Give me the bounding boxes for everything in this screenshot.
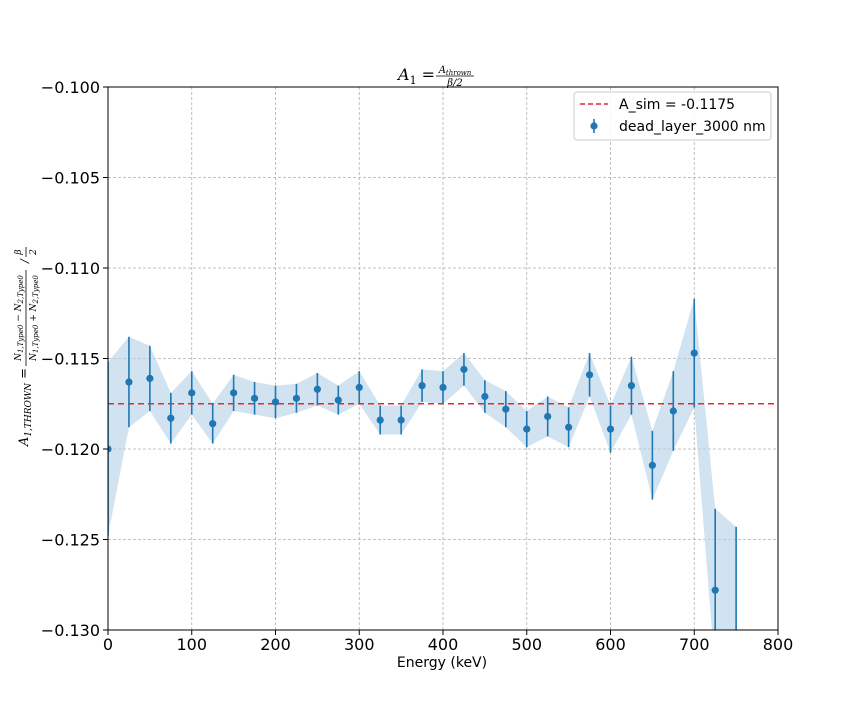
data-point — [669, 407, 677, 415]
data-point — [606, 425, 615, 433]
data-point — [376, 416, 384, 424]
data-point — [125, 378, 133, 386]
data-point — [292, 394, 301, 402]
x-tick-label: 200 — [260, 635, 291, 654]
data-point — [209, 420, 217, 428]
data-point — [565, 423, 573, 431]
data-point — [313, 385, 321, 393]
data-point — [146, 374, 154, 383]
legend-series-label: dead_layer_3000 nm — [619, 119, 766, 135]
y-tick-label: −0.105 — [41, 169, 100, 188]
data-point — [418, 382, 426, 390]
svg-text:β: β — [14, 249, 24, 255]
x-axis-label: Energy (keV) — [397, 655, 487, 671]
error-band — [108, 298, 737, 630]
y-tick-label: −0.125 — [41, 531, 100, 550]
y-tick-label: −0.115 — [41, 350, 100, 369]
data-point — [544, 412, 552, 421]
x-tick-label: 300 — [344, 635, 375, 654]
data-point — [108, 445, 112, 453]
data-point — [523, 425, 531, 433]
svg-text:β/2: β/2 — [446, 78, 463, 89]
y-tick-label: −0.130 — [41, 621, 100, 640]
data-point — [711, 586, 719, 594]
svg-text:N1,Type0 − N2,Type0: N1,Type0 − N2,Type0 — [14, 275, 25, 362]
x-tick-label: 800 — [763, 635, 794, 654]
svg-text:A1 =: A1 = — [396, 65, 435, 87]
axis-ticks: 0 100 200 300 400 500 600 700 800 −0.100 −0.105 −0.… — [41, 78, 793, 654]
x-tick-label: 400 — [428, 635, 459, 654]
data-point — [250, 394, 259, 402]
legend-series-marker — [590, 122, 598, 130]
data-point — [439, 383, 447, 392]
svg-text:N1,Type0 + N2,Type0: N1,Type0 + N2,Type0 — [29, 275, 40, 362]
data-point — [334, 396, 342, 404]
data-points — [108, 298, 737, 630]
data-point — [690, 349, 698, 357]
legend-series-swatch — [590, 119, 598, 133]
data-point — [230, 389, 238, 397]
svg-text:2: 2 — [29, 249, 39, 256]
data-point — [648, 461, 656, 469]
legend-box — [573, 91, 772, 141]
data-point — [481, 392, 489, 401]
data-point — [397, 416, 405, 424]
data-point — [460, 365, 468, 373]
data-point — [502, 405, 510, 413]
x-tick-label: 100 — [176, 635, 207, 654]
confidence-band — [108, 298, 737, 630]
y-tick-label: −0.120 — [41, 440, 100, 459]
legend-ref-label: A_sim = -0.1175 — [619, 97, 735, 113]
data-point — [627, 382, 636, 390]
data-point — [188, 389, 196, 397]
x-tick-label: 700 — [679, 635, 710, 654]
data-point — [585, 371, 594, 379]
x-tick-label: 600 — [595, 635, 626, 654]
data-point — [355, 383, 363, 392]
data-point — [271, 398, 280, 406]
svg-text:/: / — [18, 258, 31, 264]
x-tick-label: 500 — [511, 635, 542, 654]
data-point — [167, 414, 175, 422]
x-tick-label: 0 — [103, 635, 113, 654]
legend: A_sim = -0.1175 dead_layer_3000 nm — [573, 91, 772, 141]
y-tick-label: −0.100 — [41, 78, 100, 97]
y-tick-label: −0.110 — [41, 259, 100, 278]
